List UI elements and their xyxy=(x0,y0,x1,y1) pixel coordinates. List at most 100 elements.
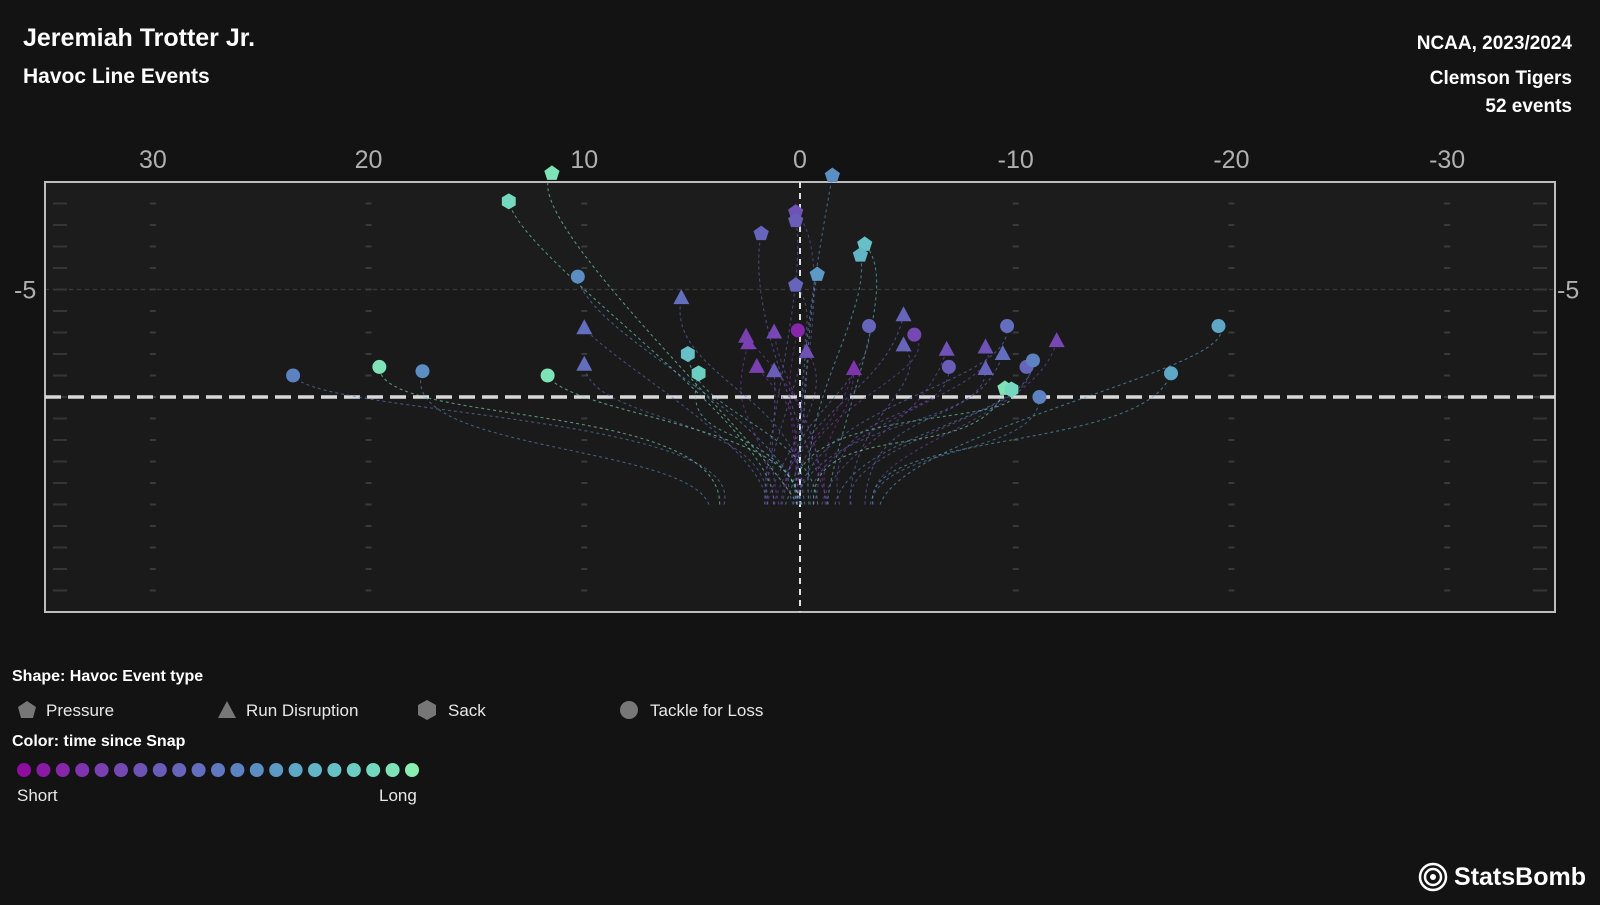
event-track xyxy=(508,201,775,505)
event-track xyxy=(756,366,797,505)
event-sack xyxy=(1004,381,1019,398)
color-scale-dot xyxy=(230,763,245,777)
event-run-disruption xyxy=(576,355,593,371)
color-scale-dot xyxy=(172,763,187,777)
event-track xyxy=(378,366,721,505)
player-name: Jeremiah Trotter Jr. xyxy=(23,24,256,52)
event-run-disruption xyxy=(845,360,862,376)
event-pressure xyxy=(544,165,560,180)
statsbomb-icon xyxy=(1418,862,1448,892)
hexagon-icon xyxy=(418,700,436,720)
event-track xyxy=(849,345,911,505)
event-track xyxy=(796,325,1008,505)
pentagon-icon xyxy=(18,701,36,718)
event-tackle-for-loss xyxy=(1000,319,1015,334)
color-scale-dot xyxy=(405,763,419,777)
event-pressure xyxy=(852,247,869,262)
event-run-disruption xyxy=(766,323,783,339)
event-sack xyxy=(680,346,695,362)
event-track xyxy=(583,327,769,505)
event-track xyxy=(547,173,798,505)
brand-name: StatsBomb xyxy=(1454,862,1586,891)
event-tackle-for-loss xyxy=(286,368,301,383)
color-long-label: Long xyxy=(379,786,417,805)
event-track xyxy=(583,364,769,505)
event-run-disruption xyxy=(938,340,955,356)
event-run-disruption xyxy=(895,306,912,322)
legend-label-run-disruption: Run Disruption xyxy=(246,701,359,720)
event-track xyxy=(879,325,1222,505)
event-track xyxy=(771,371,780,505)
event-track xyxy=(694,373,803,505)
event-sack xyxy=(691,365,706,382)
event-track xyxy=(809,347,989,505)
event-pressure xyxy=(809,266,825,281)
event-track xyxy=(784,274,818,505)
event-tackle-for-loss xyxy=(941,359,956,374)
event-track xyxy=(864,353,1004,505)
event-pressure xyxy=(788,204,804,219)
legend-label-sack: Sack xyxy=(448,701,486,720)
event-pressure xyxy=(788,212,804,228)
event-run-disruption xyxy=(1048,332,1065,348)
circle-icon xyxy=(620,701,638,719)
event-track xyxy=(849,366,1030,505)
color-scale-dot xyxy=(94,763,109,777)
color-scale-dot xyxy=(346,763,361,777)
event-track xyxy=(787,325,870,505)
shape-legend-title: Shape: Havoc Event type xyxy=(12,668,204,685)
color-scale-dot xyxy=(269,763,284,777)
color-scale-dot xyxy=(114,763,128,777)
color-scale xyxy=(17,763,419,777)
event-run-disruption xyxy=(766,362,783,378)
y-tick-label-right: -5 xyxy=(1557,277,1579,305)
event-tackle-for-loss xyxy=(790,323,805,338)
chart-title: Havoc Line Events xyxy=(23,65,210,88)
event-track xyxy=(765,351,817,505)
x-tick-label: -20 xyxy=(1213,146,1249,174)
event-track xyxy=(794,389,1014,505)
color-scale-dot xyxy=(366,763,381,777)
color-scale-dot xyxy=(133,763,148,777)
color-scale-dot xyxy=(211,763,225,777)
event-run-disruption xyxy=(977,360,994,376)
event-track xyxy=(836,366,950,505)
event-track xyxy=(792,369,987,505)
event-track xyxy=(872,373,1172,505)
color-legend-title: Color: time since Snap xyxy=(12,733,186,750)
event-track xyxy=(292,375,726,505)
color-scale-dot xyxy=(75,763,90,777)
event-run-disruption xyxy=(673,289,690,305)
event-run-disruption xyxy=(748,357,765,373)
event-track xyxy=(577,276,802,505)
event-track xyxy=(812,388,1006,505)
event-run-disruption xyxy=(740,334,757,350)
event-track xyxy=(826,243,878,505)
event-run-disruption xyxy=(798,342,815,358)
y-tick-label-left: -5 xyxy=(14,277,36,305)
event-sack xyxy=(501,193,516,210)
legend-label-tackle-for-loss: Tackle for Loss xyxy=(650,701,764,720)
event-track xyxy=(834,360,1034,505)
event-track xyxy=(773,332,820,505)
competition-label: NCAA, 2023/2024 xyxy=(1416,33,1572,54)
event-run-disruption xyxy=(576,319,593,335)
color-short-label: Short xyxy=(17,786,58,805)
color-scale-dot xyxy=(17,763,31,777)
color-scale-dot xyxy=(249,763,264,777)
x-tick-label: 10 xyxy=(570,146,598,174)
color-scale-dot xyxy=(152,763,167,777)
color-scale-dot xyxy=(191,763,206,777)
color-scale-dot xyxy=(36,763,51,777)
statsbomb-logo: StatsBomb xyxy=(1418,862,1586,892)
event-tackle-for-loss xyxy=(1032,390,1047,404)
event-track xyxy=(764,284,808,505)
triangle-icon xyxy=(218,701,236,718)
event-pressure xyxy=(857,236,873,251)
event-tackle-for-loss xyxy=(540,368,555,383)
event-run-disruption xyxy=(895,336,912,352)
color-scale-dot xyxy=(308,763,322,777)
event-tackle-for-loss xyxy=(1164,366,1179,381)
event-tackle-for-loss xyxy=(415,364,430,379)
x-tick-label: 30 xyxy=(139,146,167,174)
